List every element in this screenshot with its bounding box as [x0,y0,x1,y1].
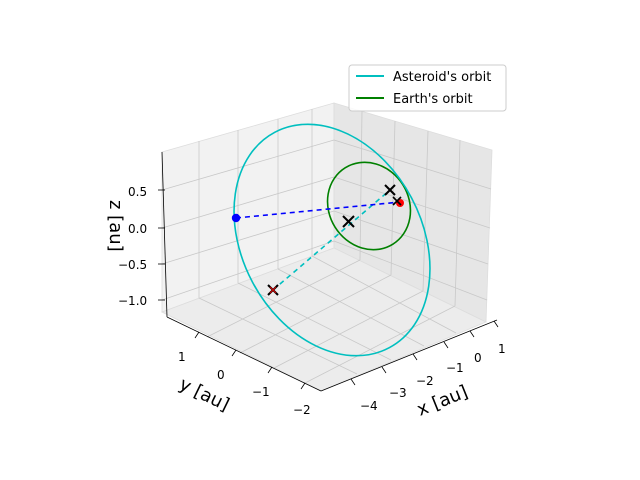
z-tick-label: −1.0 [118,294,147,308]
node-red-marker [269,286,277,294]
x-ticks [350,320,499,386]
y-tick-label: −2 [293,403,311,417]
x-tick-label: −1 [446,361,464,375]
x-tick-label: 1 [498,342,506,356]
earth-x-marker [392,196,402,206]
z-axis-label: z [au] [105,200,126,252]
axis-edges [161,151,498,392]
z-axis-line [161,151,168,318]
legend-label-asteroid: Asteroid's orbit [393,70,491,85]
y-tick-label: −1 [252,385,270,399]
asteroid-earth-line [235,201,401,219]
x-tick-label: −3 [389,386,407,400]
sun-x-marker [342,215,355,228]
z-ticks [158,189,165,301]
z-tick-label: 0.5 [128,185,147,199]
y-ticks [194,331,306,390]
x-tick-label: −4 [360,399,378,413]
axes-panes [160,102,493,392]
x-tick-label: 0 [474,351,482,365]
grid-lines [161,109,492,384]
asteroid-orbit-line [233,123,431,357]
node-x-marker-upper [384,184,396,196]
y-axis-line [166,316,322,392]
node-line [272,189,391,291]
z-tick-label: −0.5 [118,258,147,272]
y-tick-label: 0 [217,368,225,382]
pane-floor [160,247,487,392]
y-tick-label: 1 [178,350,186,364]
legend-box [348,64,507,112]
x-axis-line [320,319,498,392]
x-tick-label: −2 [416,374,434,388]
asteroid-position-marker [231,213,241,223]
legend-label-earth: Earth's orbit [393,92,473,107]
z-tick-label: 0.0 [128,222,147,236]
legend: Asteroid's orbit Earth's orbit [348,64,507,112]
